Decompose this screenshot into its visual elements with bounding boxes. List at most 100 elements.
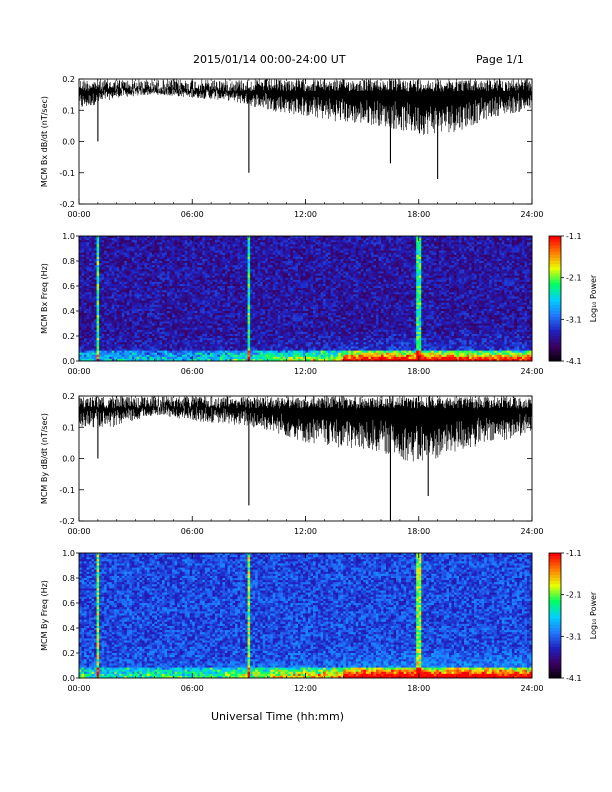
spectrogram-cell — [86, 354, 90, 358]
spectrogram-cell — [179, 302, 183, 306]
spectrogram-cell — [129, 327, 133, 331]
spectrogram-cell — [124, 331, 128, 335]
spectrogram-cell — [91, 329, 95, 333]
spectrogram-cell — [144, 244, 148, 247]
spectrogram-cell — [131, 325, 135, 329]
spectrogram-cell — [184, 261, 188, 264]
spectrogram-cell — [184, 277, 188, 281]
spectrogram-cell — [187, 348, 191, 351]
spectrogram-cell — [104, 338, 108, 341]
spectrogram-cell — [151, 277, 155, 281]
spectrogram-cell — [99, 306, 103, 310]
spectrogram-cell — [154, 294, 158, 297]
spectrogram-cell — [124, 250, 128, 254]
spectrogram-cell — [104, 279, 108, 283]
spectrogram-cell — [124, 296, 128, 299]
spectrogram-cell — [131, 346, 135, 349]
spectrogram-cell — [154, 238, 158, 241]
spectrogram-cell — [104, 292, 108, 295]
spectrogram-cell — [159, 273, 163, 276]
spectrogram-cell — [86, 288, 90, 291]
spectrogram-cell — [141, 283, 145, 287]
spectrogram-cell — [96, 304, 100, 308]
spectrogram-cell — [134, 240, 138, 243]
spectrogram-cell — [114, 296, 118, 299]
spectrogram-cell — [164, 323, 168, 326]
spectrogram-cell — [109, 311, 113, 314]
spectrogram-cell — [81, 292, 85, 295]
spectrogram-cell — [167, 323, 170, 326]
spectrogram-cell — [129, 258, 133, 262]
spectrogram-cell — [101, 242, 105, 245]
spectrogram-cell — [151, 248, 155, 251]
spectrogram-cell — [134, 348, 138, 351]
spectrogram-cell — [99, 302, 103, 306]
spectrogram-cell — [109, 296, 113, 299]
spectrogram-cell — [157, 346, 160, 349]
spectrogram-cell — [189, 296, 193, 299]
spectrogram-cell — [149, 244, 153, 247]
spectrogram-cell — [177, 296, 181, 299]
spectrogram-cell — [172, 350, 176, 354]
spectrogram-cell — [154, 263, 158, 266]
spectrogram-cell — [89, 246, 92, 249]
spectrogram-cell — [146, 296, 150, 299]
spectrogram-cell — [89, 248, 92, 251]
spectrogram-cell — [141, 286, 145, 289]
spectrogram-cell — [149, 246, 153, 249]
spectrogram-cell — [109, 290, 113, 293]
spectrogram-cell — [114, 254, 118, 258]
spectrogram-cell — [79, 252, 82, 256]
spectrogram-cell — [182, 252, 186, 256]
spectrogram-cell — [167, 281, 170, 285]
spectrogram-cell — [159, 329, 163, 333]
spectrogram-cell — [172, 298, 176, 301]
spectrogram-cell — [154, 354, 158, 358]
spectrogram-cell — [177, 298, 181, 301]
spectrogram-cell — [134, 340, 138, 343]
spectrogram-cell — [119, 277, 123, 281]
spectrogram-cell — [91, 279, 95, 283]
spectrogram-cell — [177, 342, 181, 345]
spectrogram-cell — [149, 350, 153, 354]
spectrogram-cell — [124, 254, 128, 258]
spectrogram-cell — [134, 304, 138, 308]
spectrogram-cell — [157, 325, 160, 329]
spectrogram-cell — [104, 267, 108, 270]
spectrogram-cell — [169, 340, 173, 343]
spectrogram-cell — [164, 352, 168, 356]
spectrogram-cell — [124, 286, 128, 289]
spectrogram-cell — [187, 356, 191, 360]
spectrogram-cell — [139, 273, 143, 276]
spectrogram-cell — [146, 333, 150, 337]
spectrogram-cell — [144, 238, 148, 241]
spectrogram-cell — [89, 250, 92, 254]
spectrogram-cell — [177, 294, 181, 297]
spectrogram-cell — [121, 313, 125, 316]
spectrogram-cell — [91, 296, 95, 299]
spectrogram-cell — [177, 358, 181, 362]
spectrogram-cell — [184, 311, 188, 314]
spectrogram-cell — [182, 258, 186, 262]
spectrogram-cell — [79, 354, 82, 358]
spectrogram-cell — [106, 261, 110, 264]
spectrogram-cell — [86, 350, 90, 354]
spectrogram-cell — [154, 261, 158, 264]
spectrogram-cell — [86, 258, 90, 262]
spectrogram-cell — [179, 252, 183, 256]
spectrogram-cell — [109, 261, 113, 264]
spectrogram-cell — [126, 350, 130, 354]
spectrogram-cell — [151, 358, 155, 362]
spectrogram-cell — [157, 336, 160, 339]
page-title: 2015/01/14 00:00-24:00 UT — [193, 53, 346, 66]
spectrogram-cell — [164, 240, 168, 243]
spectrogram-cell — [81, 236, 85, 239]
spectrogram-cell — [121, 352, 125, 356]
spectrogram-cell — [164, 258, 168, 262]
dbdt-trace — [78, 79, 532, 135]
spectrogram-cell — [151, 333, 155, 337]
spectrogram-cell — [91, 352, 95, 356]
spectrogram-cell — [172, 242, 176, 245]
spectrogram-cell — [139, 311, 143, 314]
spectrogram-cell — [134, 321, 138, 324]
